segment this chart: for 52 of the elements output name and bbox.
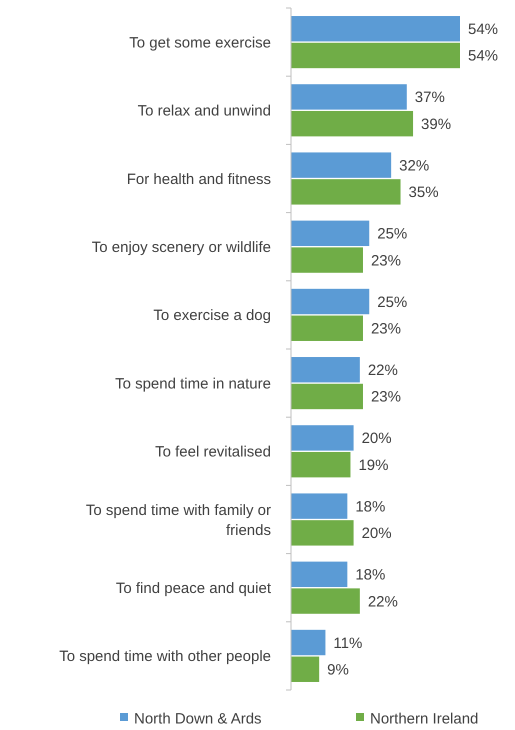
bar bbox=[291, 452, 350, 478]
bar bbox=[291, 288, 370, 314]
bar bbox=[291, 562, 348, 588]
y-tick-label: To find peace and quiet bbox=[116, 580, 272, 597]
data-label: 37% bbox=[414, 89, 445, 106]
data-label: 25% bbox=[377, 294, 408, 311]
y-tick-label: To feel revitalised bbox=[155, 444, 271, 461]
data-label: 11% bbox=[333, 634, 362, 652]
data-label: 9% bbox=[327, 662, 349, 679]
bar bbox=[291, 179, 401, 205]
data-label: 18% bbox=[355, 498, 386, 516]
bar bbox=[291, 384, 363, 410]
bar bbox=[291, 425, 354, 451]
bar bbox=[291, 316, 363, 341]
data-label: 19% bbox=[358, 456, 388, 474]
bar bbox=[291, 84, 407, 110]
y-tick-label: To enjoy scenery or wildlife bbox=[92, 238, 271, 256]
data-label: 23% bbox=[370, 252, 402, 270]
bar bbox=[291, 630, 326, 656]
bar bbox=[291, 16, 460, 42]
bar bbox=[291, 110, 414, 136]
bar bbox=[291, 656, 320, 682]
data-label: 25% bbox=[377, 226, 408, 243]
y-tick-label: To spend time in nature bbox=[115, 375, 271, 392]
y-tick-label: To spend time with other people bbox=[59, 648, 271, 666]
bar bbox=[291, 220, 370, 246]
bar bbox=[291, 247, 363, 273]
data-label: 22% bbox=[368, 362, 398, 379]
bar bbox=[291, 588, 360, 614]
data-label: 32% bbox=[399, 157, 430, 174]
legend-label: North Down & Ards bbox=[134, 710, 262, 728]
bar bbox=[291, 357, 360, 382]
y-tick-label: For health and fitness bbox=[126, 170, 271, 188]
data-label: 54% bbox=[468, 20, 498, 38]
legend-label: Northern Ireland bbox=[370, 710, 478, 728]
data-label: 39% bbox=[421, 116, 452, 133]
data-label: 18% bbox=[355, 566, 386, 584]
y-tick-label: To spend time with family or friends bbox=[86, 502, 271, 539]
data-label: 20% bbox=[362, 430, 392, 448]
bar bbox=[291, 42, 460, 68]
data-label: 23% bbox=[370, 320, 402, 338]
data-label: 23% bbox=[370, 388, 402, 406]
y-tick-label: To relax and unwind bbox=[138, 102, 271, 120]
bar bbox=[291, 152, 392, 178]
bar bbox=[291, 520, 354, 546]
data-label: 35% bbox=[408, 184, 439, 202]
data-label: 22% bbox=[368, 593, 398, 610]
bar bbox=[291, 493, 348, 519]
y-tick-label: To get some exercise bbox=[129, 34, 271, 52]
data-label: 20% bbox=[362, 525, 392, 542]
y-tick-label: To exercise a dog bbox=[153, 307, 271, 324]
data-label: 54% bbox=[468, 48, 498, 65]
